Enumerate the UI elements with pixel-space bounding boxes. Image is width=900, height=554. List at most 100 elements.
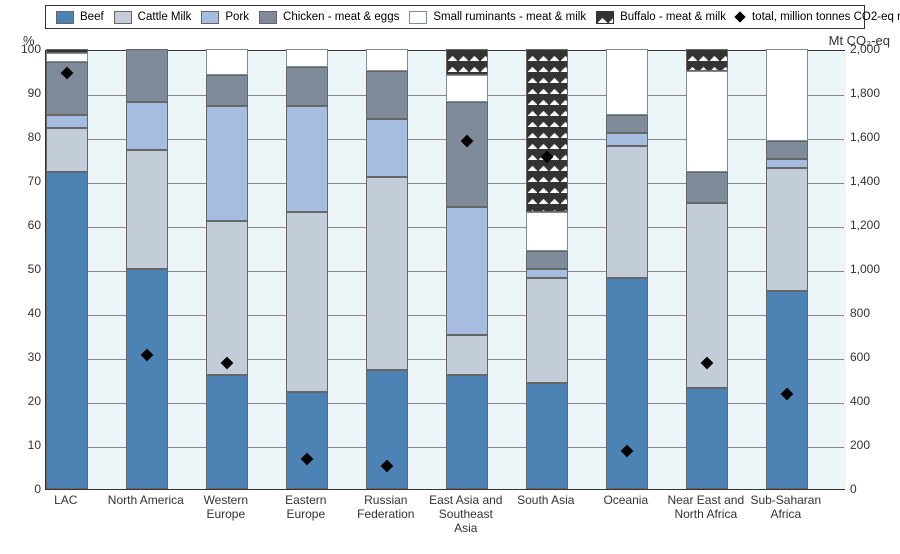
bar-segment-small_rum	[686, 71, 728, 172]
bar-segment-cattle_milk	[286, 212, 328, 392]
legend-swatch	[201, 11, 219, 24]
bar-segment-beef	[686, 388, 728, 489]
bar-segment-pork	[286, 106, 328, 212]
y-tick-left: 70	[13, 174, 41, 188]
legend-label: total, million tonnes CO2-eq right axis	[752, 11, 900, 23]
bar-segment-cattle_milk	[46, 128, 88, 172]
y-tick-left: 10	[13, 438, 41, 452]
y-tick-left: 80	[13, 130, 41, 144]
bar-segment-pork	[206, 106, 248, 220]
y-tick-left: 50	[13, 262, 41, 276]
bar-segment-cattle_milk	[126, 150, 168, 269]
bar-segment-chicken	[446, 102, 488, 208]
bar-group	[206, 51, 248, 489]
bar-segment-pork	[126, 102, 168, 150]
legend-swatch	[114, 11, 132, 24]
y-tick-right: 800	[850, 306, 870, 320]
bar-group	[526, 51, 568, 489]
x-axis-label: East Asia and Southeast Asia	[426, 494, 506, 535]
bar-segment-beef	[526, 383, 568, 489]
y-tick-right: 1,000	[850, 262, 880, 276]
y-tick-right: 200	[850, 438, 870, 452]
bar-segment-chicken	[606, 115, 648, 133]
bar-segment-cattle_milk	[766, 168, 808, 291]
bar-segment-cattle_milk	[446, 335, 488, 375]
y-tick-left: 30	[13, 350, 41, 364]
y-tick-left: 100	[13, 42, 41, 56]
bar-segment-beef	[206, 375, 248, 489]
bar-segment-buffalo	[446, 49, 488, 75]
x-axis-label: South Asia	[506, 494, 586, 508]
bar-segment-small_rum	[366, 49, 408, 71]
bar-segment-small_rum	[526, 212, 568, 252]
bar-segment-cattle_milk	[366, 177, 408, 371]
bar-segment-beef	[46, 172, 88, 489]
legend-label: Chicken - meat & eggs	[283, 11, 399, 23]
bar-segment-beef	[446, 375, 488, 489]
bar-group	[126, 51, 168, 489]
x-axis-label: Russian Federation	[346, 494, 426, 522]
bar-segment-small_rum	[46, 53, 88, 62]
legend-label: Buffalo - meat & milk	[620, 11, 726, 23]
bar-group	[46, 51, 88, 489]
bar-segment-small_rum	[206, 49, 248, 75]
bar-segment-chicken	[126, 49, 168, 102]
bar-segment-buffalo	[46, 49, 88, 53]
y-tick-right: 2,000	[850, 42, 880, 56]
bar-segment-pork	[526, 269, 568, 278]
legend: Beef Cattle Milk Pork Chicken - meat & eggs…	[45, 5, 865, 29]
bar-segment-pork	[606, 133, 648, 146]
y-tick-right: 1,400	[850, 174, 880, 188]
legend-label: Beef	[80, 11, 104, 23]
bar-segment-pork	[46, 115, 88, 128]
y-tick-left: 40	[13, 306, 41, 320]
bar-segment-chicken	[686, 172, 728, 203]
y-tick-right: 0	[850, 482, 857, 496]
bar-segment-buffalo	[526, 49, 568, 212]
x-axis-label: Eastern Europe	[266, 494, 346, 522]
legend-diamond	[734, 11, 745, 22]
bar-segment-chicken	[286, 67, 328, 107]
bar-segment-small_rum	[606, 49, 648, 115]
x-axis-label: Oceania	[586, 494, 666, 508]
bar-segment-small_rum	[766, 49, 808, 141]
bar-segment-chicken	[366, 71, 408, 119]
emissions-chart: Beef Cattle Milk Pork Chicken - meat & eggs…	[0, 0, 900, 554]
x-axis-label: Sub-Saharan Africa	[746, 494, 826, 522]
bar-segment-small_rum	[446, 75, 488, 101]
bar-group	[366, 51, 408, 489]
bar-segment-chicken	[526, 251, 568, 269]
bar-segment-buffalo	[686, 49, 728, 71]
y-tick-right: 400	[850, 394, 870, 408]
legend-swatch	[259, 11, 277, 24]
bar-segment-chicken	[206, 75, 248, 106]
y-tick-right: 1,600	[850, 130, 880, 144]
bar-group	[446, 51, 488, 489]
bar-segment-cattle_milk	[526, 278, 568, 384]
bar-segment-small_rum	[286, 49, 328, 67]
bar-segment-beef	[126, 269, 168, 489]
y-tick-left: 60	[13, 218, 41, 232]
bar-segment-pork	[446, 207, 488, 335]
legend-label: Pork	[225, 11, 249, 23]
y-tick-right: 1,200	[850, 218, 880, 232]
legend-swatch	[409, 11, 427, 24]
bar-group	[606, 51, 648, 489]
y-tick-left: 90	[13, 86, 41, 100]
bar-group	[766, 51, 808, 489]
bar-segment-pork	[766, 159, 808, 168]
y-tick-right: 1,800	[850, 86, 880, 100]
legend-swatch	[596, 11, 614, 24]
bar-group	[286, 51, 328, 489]
bar-segment-cattle_milk	[206, 221, 248, 375]
bar-segment-chicken	[766, 141, 808, 159]
bar-segment-cattle_milk	[606, 146, 648, 278]
bar-group	[686, 51, 728, 489]
x-axis-label: North America	[106, 494, 186, 508]
legend-label: Small ruminants - meat & milk	[433, 11, 586, 23]
x-axis-label: LAC	[26, 494, 106, 508]
x-axis-label: Western Europe	[186, 494, 266, 522]
bar-segment-pork	[366, 119, 408, 176]
x-axis-label: Near East and North Africa	[666, 494, 746, 522]
legend-label: Cattle Milk	[138, 11, 192, 23]
